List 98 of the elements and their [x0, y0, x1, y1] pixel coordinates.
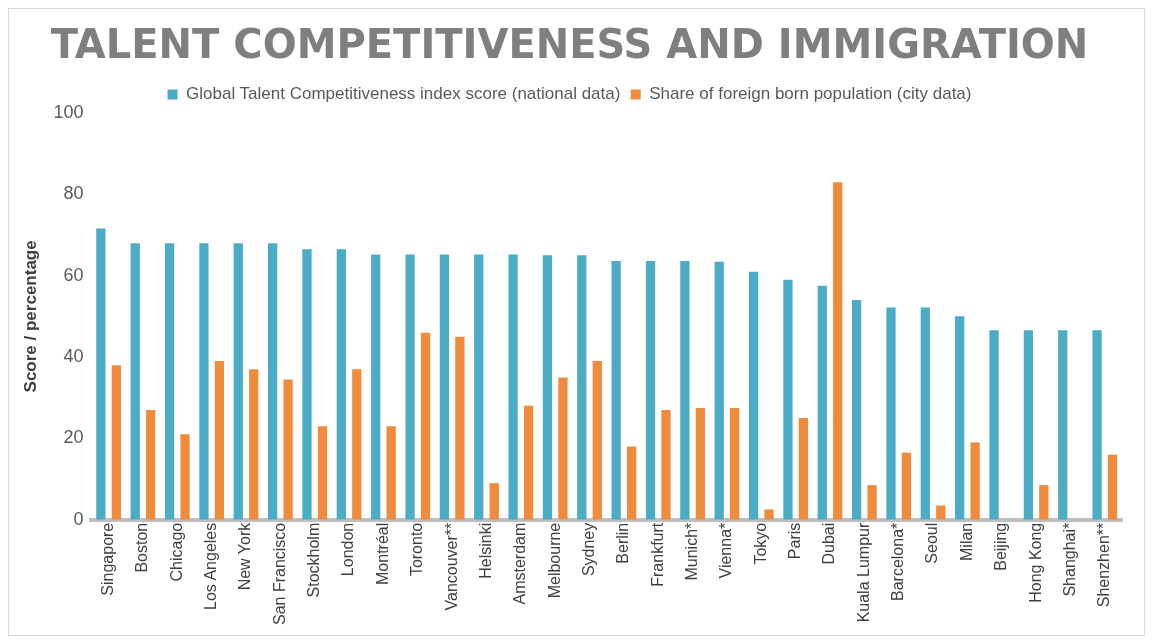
bar — [577, 255, 587, 520]
x-tick-label: Stockholm — [305, 522, 323, 598]
x-tick-label: Paris — [786, 522, 804, 560]
bar — [542, 255, 553, 520]
bar — [233, 243, 243, 520]
bar — [386, 426, 396, 520]
bar — [851, 300, 862, 520]
bar — [592, 361, 602, 520]
y-tick-label: 80 — [63, 183, 84, 204]
y-tick-label: 0 — [73, 508, 84, 529]
bar — [336, 249, 346, 520]
bar — [302, 249, 312, 520]
bar — [1058, 330, 1068, 520]
x-tick-label: Vancouver** — [442, 522, 460, 611]
bar — [989, 330, 999, 520]
legend-label: Global Talent Competitiveness index score (national data) — [186, 84, 621, 104]
x-tick-label: Munich* — [683, 522, 700, 581]
x-tick-label: Barcelona* — [889, 522, 907, 602]
x-tick-label: Sydney — [579, 522, 597, 577]
x-tick-label: London — [339, 522, 357, 577]
bar — [1023, 330, 1034, 520]
y-axis-title: Score / percentage — [20, 240, 40, 393]
legend-label: Share of foreign born population (city data) — [649, 84, 972, 104]
bar — [558, 377, 568, 520]
bar — [1039, 485, 1049, 520]
bar — [130, 243, 140, 520]
bar — [833, 182, 843, 520]
x-tick-label: Vienna* — [717, 522, 735, 579]
bar — [936, 505, 946, 520]
bar — [611, 261, 621, 520]
bar — [901, 452, 912, 520]
y-tick-label: 40 — [63, 346, 84, 367]
bar — [955, 316, 965, 520]
x-tick-label: Dubai — [820, 522, 838, 565]
bar — [1107, 454, 1118, 520]
bar — [474, 254, 484, 520]
bar — [764, 509, 774, 520]
x-tick-label: Helsinki — [476, 522, 494, 579]
bar — [523, 405, 534, 520]
bar — [371, 254, 381, 520]
x-tick-label: Melbourne — [545, 522, 563, 599]
x-tick-label: Toronto — [408, 522, 426, 577]
y-tick-label: 60 — [63, 264, 84, 285]
bar — [798, 418, 809, 520]
bar — [695, 407, 705, 520]
bar — [489, 483, 499, 520]
bar — [214, 361, 225, 520]
bar — [867, 485, 877, 520]
bar — [317, 426, 328, 520]
x-tick-label: Los Angeles — [202, 522, 220, 610]
x-tick-label: Amsterdam — [511, 522, 529, 605]
x-tick-label: Singapore — [99, 522, 117, 596]
y-tick-label: 100 — [53, 101, 84, 122]
bar — [405, 254, 415, 520]
bar — [96, 228, 106, 520]
bar — [783, 279, 793, 520]
x-tick-label: Boston — [133, 522, 151, 573]
bar — [352, 369, 362, 520]
bar — [970, 442, 980, 520]
x-tick-label: Shenzhen** — [1095, 522, 1113, 608]
x-tick-label: New York — [236, 521, 254, 591]
x-tick-label: Frankfurt — [648, 522, 666, 587]
bar — [199, 243, 209, 520]
bar — [249, 369, 259, 520]
bar — [748, 271, 759, 520]
bar — [146, 409, 156, 520]
bar — [645, 261, 656, 520]
bar — [626, 446, 637, 520]
bar — [164, 243, 175, 520]
y-tick-label: 20 — [63, 427, 84, 448]
bar — [730, 407, 740, 520]
bar — [714, 261, 724, 520]
x-tick-label: Seoul — [923, 522, 941, 564]
bar — [661, 409, 671, 520]
bar — [680, 261, 690, 520]
bar — [920, 307, 930, 520]
x-tick-label: Chicago — [167, 522, 185, 582]
chart-title: TALENT COMPETITIVENESS AND IMMIGRATION — [50, 21, 1089, 68]
x-tick-label: Berlin — [614, 522, 632, 564]
bar — [268, 243, 278, 520]
x-tick-label: Montréal — [373, 522, 391, 585]
x-tick-label: Hong Kong — [1026, 522, 1044, 603]
x-tick-label: Shanghai* — [1060, 522, 1078, 597]
x-tick-label: Milan — [957, 522, 975, 561]
x-tick-label: Tokyo — [751, 522, 769, 565]
bar — [180, 434, 190, 520]
bar — [439, 254, 450, 520]
x-tick-label: Kuala Lumpur — [854, 522, 872, 623]
bar — [508, 254, 518, 520]
bar — [455, 336, 465, 520]
bar — [1092, 330, 1102, 520]
x-tick-label: San Francisco — [270, 522, 288, 625]
bar — [283, 379, 293, 520]
bar — [111, 365, 121, 520]
bar — [817, 285, 827, 520]
bar — [886, 307, 896, 520]
bar — [420, 332, 431, 520]
x-tick-label: Beijing — [992, 522, 1010, 571]
